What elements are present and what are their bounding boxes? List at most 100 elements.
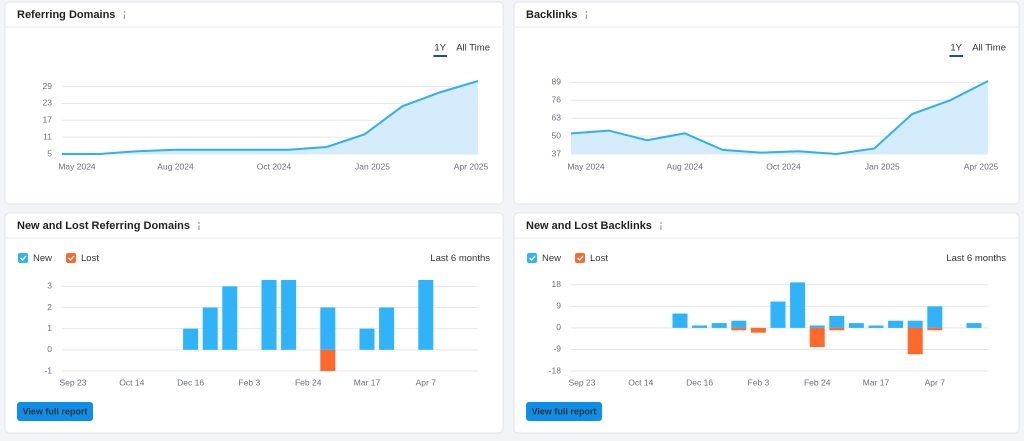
legend-check — [68, 255, 75, 262]
card-title: Backlinks — [526, 9, 577, 21]
x-tick-label: Feb 3 — [748, 377, 770, 387]
x-tick-label: Aug 2024 — [667, 161, 704, 171]
button-label[interactable]: View full report — [23, 406, 88, 416]
x-tick-label: Oct 14 — [628, 377, 653, 387]
y-tick-label: 23 — [43, 98, 53, 108]
bar — [809, 327, 825, 348]
card-title: New and Lost Backlinks — [526, 220, 652, 232]
y-tick-label: 9 — [556, 301, 561, 311]
button-label[interactable]: View full report — [532, 406, 597, 416]
card-title: New and Lost Referring Domains — [17, 220, 190, 232]
y-tick-label: 18 — [552, 279, 562, 289]
bar — [966, 323, 982, 328]
bar — [261, 280, 277, 350]
legend-checkbox[interactable] — [575, 253, 586, 263]
y-tick-label: 5 — [47, 148, 52, 158]
card — [513, 212, 1020, 434]
info-dot — [123, 11, 126, 13]
y-tick-label: 50 — [552, 130, 562, 140]
bar — [809, 325, 825, 328]
bar — [770, 301, 786, 328]
bar — [927, 327, 943, 331]
bar — [731, 327, 747, 331]
x-tick-label: May 2024 — [58, 161, 96, 171]
x-tick-label: Apr 7 — [416, 377, 437, 387]
tab[interactable]: All Time — [972, 43, 1006, 54]
x-tick-label: Mar 17 — [863, 377, 890, 387]
bar — [750, 327, 766, 333]
bar — [829, 327, 845, 331]
bar — [790, 282, 806, 328]
line — [62, 80, 479, 155]
y-tick-label: 11 — [43, 131, 52, 141]
bar — [711, 323, 727, 328]
area — [62, 81, 478, 154]
tab[interactable]: 1Y — [434, 43, 446, 54]
tab[interactable]: All Time — [456, 43, 490, 54]
bar — [888, 320, 904, 328]
x-tick-label: Sep 23 — [60, 377, 87, 387]
line — [570, 80, 989, 156]
bar — [907, 327, 923, 355]
legend-check — [20, 255, 27, 262]
y-tick-label: 0 — [556, 322, 561, 332]
tab[interactable]: 1Y — [950, 43, 962, 54]
bar — [320, 349, 336, 371]
bar — [927, 306, 943, 328]
x-tick-label: Oct 2024 — [766, 161, 801, 171]
legend-label[interactable]: New — [542, 253, 561, 264]
y-tick-label: 76 — [552, 95, 562, 105]
y-tick-label: 0 — [47, 344, 52, 354]
tab-underline — [949, 55, 963, 57]
x-tick-label: Oct 2024 — [257, 161, 292, 171]
legend-label[interactable]: Lost — [81, 253, 99, 264]
bar — [868, 325, 884, 328]
bar — [418, 280, 434, 350]
info-dot — [198, 222, 200, 224]
x-tick-label: May 2024 — [567, 161, 605, 171]
x-tick-label: Aug 2024 — [157, 161, 194, 171]
card — [4, 212, 504, 434]
legend-checkbox[interactable] — [66, 253, 77, 263]
y-tick-label: -1 — [44, 365, 52, 375]
period: Last 6 months — [946, 253, 1006, 264]
x-tick-label: Feb 24 — [804, 377, 831, 387]
bar — [672, 313, 688, 328]
bar — [320, 307, 336, 350]
legend-label[interactable]: New — [33, 253, 52, 264]
button[interactable] — [526, 402, 602, 421]
x-tick-label: Feb 3 — [239, 377, 261, 387]
y-tick-label: 3 — [47, 281, 52, 291]
y-tick-label: 29 — [43, 81, 53, 91]
x-tick-label: Dec 16 — [177, 377, 204, 387]
x-tick-label: Apr 2025 — [454, 161, 489, 171]
card-title: Referring Domains — [17, 9, 115, 21]
tab-underline — [433, 55, 447, 57]
x-tick-label: Dec 16 — [686, 377, 713, 387]
bar — [281, 280, 297, 350]
x-tick-label: Apr 2025 — [964, 161, 999, 171]
bar — [183, 328, 199, 350]
x-tick-label: Oct 14 — [119, 377, 144, 387]
x-tick-label: Jan 2025 — [355, 161, 390, 171]
legend-checkbox[interactable] — [18, 253, 28, 263]
y-tick-label: 1 — [47, 323, 52, 333]
x-tick-label: Feb 24 — [295, 377, 322, 387]
legend-checkbox[interactable] — [527, 253, 537, 263]
y-tick-label: 63 — [552, 112, 562, 122]
x-tick-label: Apr 7 — [925, 377, 946, 387]
info-dot — [585, 11, 588, 13]
period: Last 6 months — [430, 253, 490, 264]
legend-label[interactable]: Lost — [590, 253, 608, 264]
legend-check — [577, 255, 584, 262]
y-tick-label: -18 — [549, 365, 562, 375]
x-tick-label: Sep 23 — [569, 377, 596, 387]
y-tick-label: 17 — [43, 115, 53, 125]
legend-check — [529, 255, 536, 262]
y-tick-label: 89 — [552, 77, 562, 87]
y-tick-label: 37 — [552, 148, 562, 158]
bar — [359, 328, 375, 350]
bar — [829, 315, 845, 328]
button[interactable] — [17, 402, 93, 421]
